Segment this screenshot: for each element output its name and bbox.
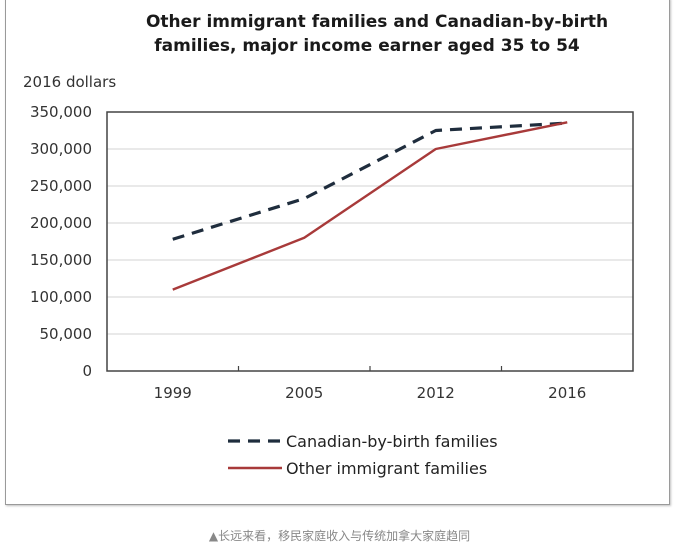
y-tick-label: 50,000: [40, 325, 93, 343]
y-tick-label: 150,000: [30, 251, 92, 269]
legend-item: Canadian-by-birth families: [228, 432, 498, 451]
series-line-other-immigrant: [172, 121, 568, 291]
x-tick-label: 2005: [285, 384, 323, 402]
x-tick-label: 1999: [154, 384, 192, 402]
chart-title-line-2: families, major income earner aged 35 to…: [154, 36, 580, 56]
image-caption: ▲长远来看，移民家庭收入与传统加拿大家庭趋同: [208, 529, 471, 543]
legend-label: Other immigrant families: [286, 459, 487, 478]
y-tick-label: 350,000: [30, 103, 92, 121]
y-tick-label: 300,000: [30, 140, 92, 158]
x-tick-label: 2012: [417, 384, 455, 402]
legend-label: Canadian-by-birth families: [286, 432, 498, 451]
chart-frame: [5, 0, 670, 505]
y-tick-label: 0: [82, 362, 92, 380]
y-tick-label: 250,000: [30, 177, 92, 195]
plot-area-border: [106, 111, 634, 372]
legend-item: Other immigrant families: [228, 459, 487, 478]
series-line-canadian-by-birth: [172, 121, 568, 241]
x-tick-label: 2016: [548, 384, 586, 402]
chart-title-line-1: Other immigrant families and Canadian-by…: [146, 12, 608, 32]
y-tick-label: 200,000: [30, 214, 92, 232]
y-tick-label: 100,000: [30, 288, 92, 306]
y-axis-unit-label: 2016 dollars: [23, 73, 116, 91]
